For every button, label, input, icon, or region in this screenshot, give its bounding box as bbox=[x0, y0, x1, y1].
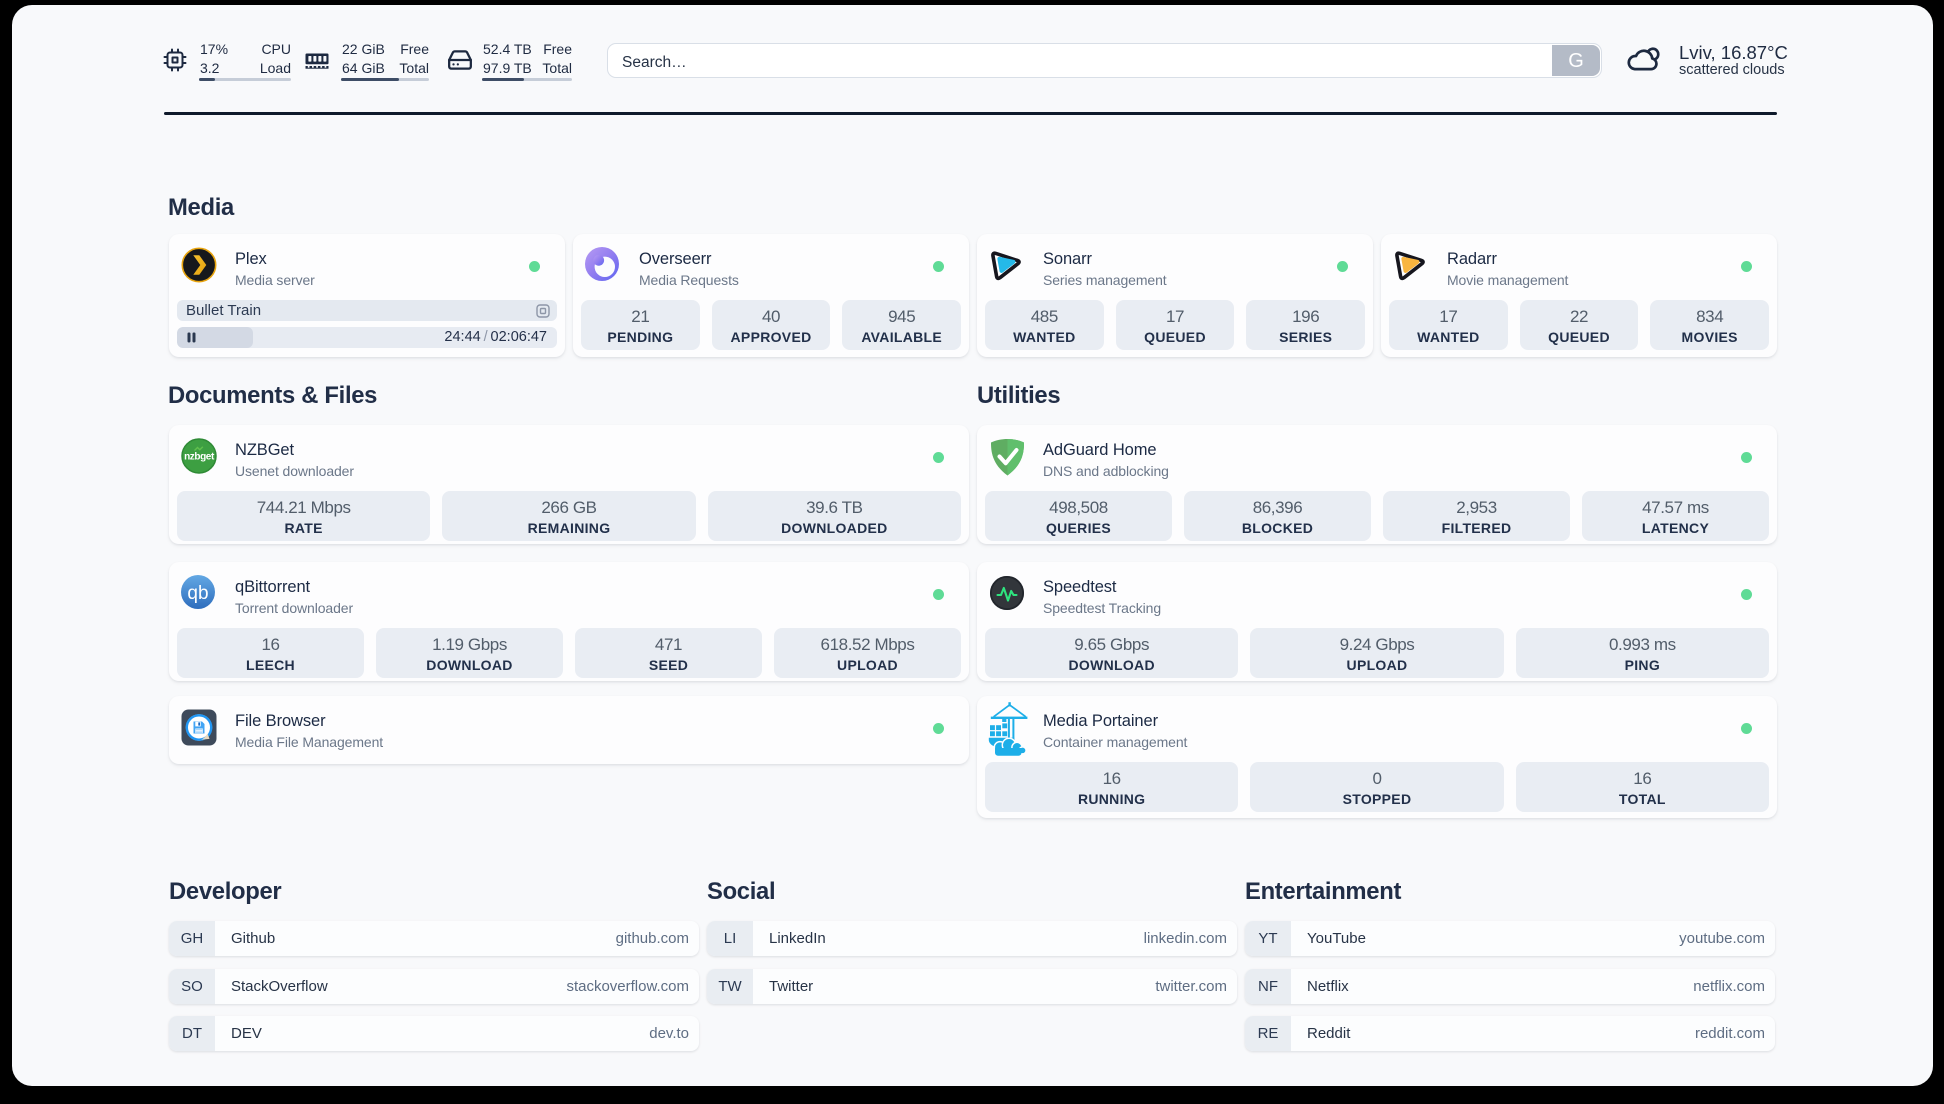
svg-text:qb: qb bbox=[187, 583, 208, 604]
svg-text:nzbget: nzbget bbox=[184, 451, 215, 462]
